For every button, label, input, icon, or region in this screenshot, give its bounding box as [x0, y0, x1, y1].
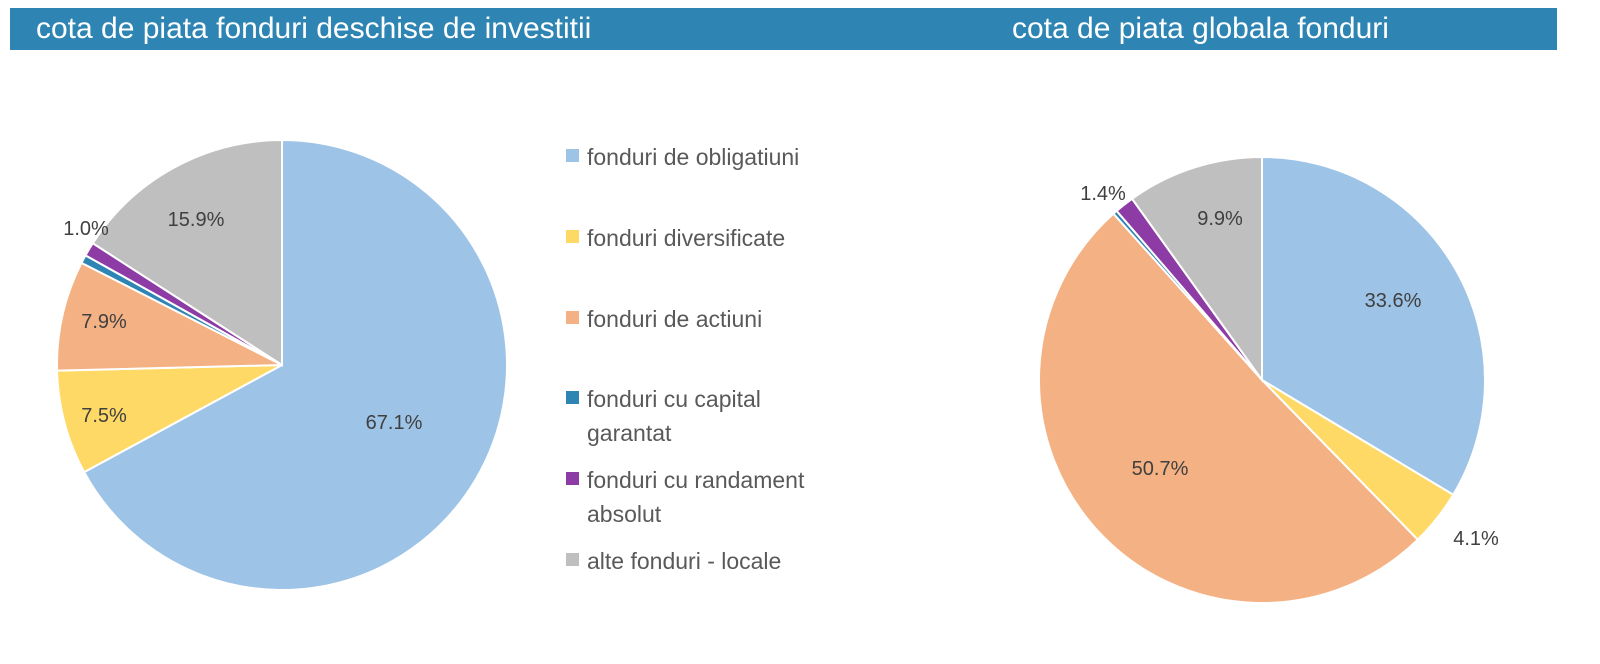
- pie-slice-diversified-funds: [56, 364, 283, 474]
- legend-item-other-local-funds: alte fonduri - locale: [566, 544, 817, 578]
- data-label-absolute-return-funds: 1.0%: [63, 218, 109, 240]
- legend-item-guaranteed-capital-funds: fonduri cu capital garantat: [566, 382, 817, 450]
- pie-slice-other-local-funds: [1130, 155, 1263, 384]
- legend-item-absolute-return-funds: fonduri cu randament absolut: [566, 463, 817, 531]
- pie-slice-equity-funds: [1038, 212, 1420, 605]
- legend-label: fonduri diversificate: [587, 225, 786, 251]
- data-label-bond-funds: 33.6%: [1365, 290, 1422, 312]
- header-bar: [10, 8, 1557, 50]
- legend-label: fonduri cu capital garantat: [587, 386, 761, 446]
- legend-swatch: [566, 391, 579, 404]
- data-label-diversified-funds: 4.1%: [1453, 528, 1499, 550]
- data-label-other-local-funds: 15.9%: [168, 209, 225, 231]
- legend-label: fonduri de obligatiuni: [587, 144, 800, 170]
- legend-swatch: [566, 149, 579, 162]
- data-label-diversified-funds: 7.5%: [81, 405, 127, 427]
- data-label-other-local-funds: 9.9%: [1197, 208, 1243, 230]
- pie-slice-bond-funds: [1261, 155, 1486, 497]
- data-label-bond-funds: 67.1%: [366, 412, 423, 434]
- data-label-equity-funds: 7.9%: [81, 311, 127, 333]
- legend-label: fonduri de actiuni: [587, 306, 763, 332]
- legend-label: fonduri cu randament absolut: [587, 467, 805, 527]
- legend-label: alte fonduri - locale: [587, 548, 782, 574]
- legend-item-diversified-funds: fonduri diversificate: [566, 221, 817, 255]
- legend-swatch: [566, 553, 579, 566]
- pie-slice-other-local-funds: [91, 138, 283, 367]
- chart-title-global-funds: cota de piata globala fonduri: [1012, 12, 1389, 45]
- chart-title-open-funds: cota de piata fonduri deschise de invest…: [36, 12, 592, 45]
- data-label-equity-funds: 50.7%: [1132, 458, 1189, 480]
- pie-slice-equity-funds: [56, 261, 283, 372]
- legend-swatch: [566, 311, 579, 324]
- data-label-absolute-return-funds: 1.4%: [1080, 183, 1126, 205]
- legend-item-bond-funds: fonduri de obligatiuni: [566, 140, 817, 174]
- legend-item-equity-funds: fonduri de actiuni: [566, 302, 817, 336]
- legend-swatch: [566, 230, 579, 243]
- pie-slice-bond-funds: [82, 138, 508, 591]
- pie-chart-open-funds: 67.1% 7.5% 7.9% 1.0% 15.9%: [56, 138, 508, 591]
- legend-swatch: [566, 472, 579, 485]
